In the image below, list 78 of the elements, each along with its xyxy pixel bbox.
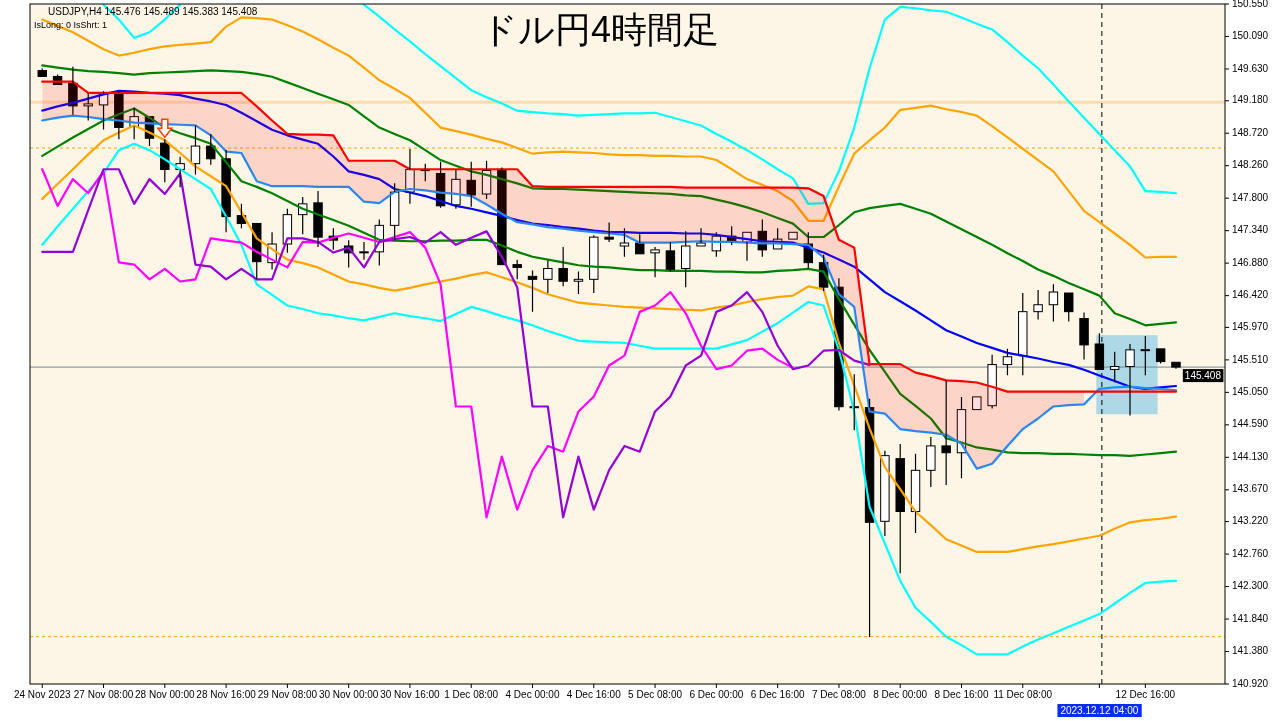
candlestick <box>1018 292 1028 376</box>
candlestick <box>389 182 400 241</box>
y-tick-label: 140.920 <box>1232 677 1269 689</box>
y-tick-label: 145.510 <box>1232 353 1269 365</box>
candlestick <box>1033 289 1043 321</box>
y-tick-label: 142.760 <box>1232 547 1269 559</box>
x-tick-label: 7 Dec 08:00 <box>811 689 867 700</box>
candlestick <box>1048 283 1059 322</box>
x-tick-label: 24 Nov 2023 <box>13 689 72 700</box>
candlestick <box>1140 335 1151 376</box>
chart-title: ドル円4時間足 <box>480 9 720 50</box>
candlestick <box>543 260 553 294</box>
candlestick <box>619 227 630 258</box>
x-tick-label: 8 Dec 00:00 <box>873 689 928 700</box>
candlestick <box>1002 348 1013 376</box>
x-tick-label: 30 Nov 16:00 <box>380 689 441 700</box>
y-tick-label: 145.970 <box>1232 321 1269 333</box>
candlestick <box>527 269 538 313</box>
candlestick <box>573 270 584 295</box>
y-tick-label: 145.050 <box>1232 386 1269 398</box>
ref-line-label: 145.408 <box>1184 370 1222 382</box>
candlestick <box>696 227 706 247</box>
x-tick-label: 30 Nov 00:00 <box>318 689 379 700</box>
candlestick <box>1109 351 1120 383</box>
candlestick <box>558 246 568 287</box>
candlestick <box>604 221 614 243</box>
x-tick-label: 4 Dec 16:00 <box>566 689 622 700</box>
x-tick-label: 11 Dec 08:00 <box>993 689 1053 700</box>
candlestick <box>1079 311 1089 361</box>
x-tick-label: 27 Nov 08:00 <box>73 689 134 700</box>
candlestick <box>451 168 461 210</box>
y-tick-label: 141.380 <box>1232 645 1269 657</box>
candlestick <box>1171 361 1181 370</box>
candlestick <box>788 231 798 240</box>
y-tick-label: 142.300 <box>1232 580 1269 592</box>
candlestick <box>37 68 47 77</box>
x-tick-label: 28 Nov 00:00 <box>135 689 195 700</box>
x-tick-label: 2023.12.12 04:00 <box>1060 705 1139 716</box>
y-tick-label: 150.090 <box>1232 30 1269 42</box>
candlestick <box>926 436 936 488</box>
y-tick-label: 144.590 <box>1232 418 1269 430</box>
x-tick-label: 12 Dec 16:00 <box>1115 689 1176 700</box>
x-tick-label: 5 Dec 08:00 <box>628 689 683 700</box>
candlestick <box>880 450 890 537</box>
candlestick <box>1155 348 1166 365</box>
candlestick <box>190 124 201 176</box>
candlestick <box>681 230 691 288</box>
x-tick-label: 28 Nov 16:00 <box>196 689 257 700</box>
y-tick-label: 148.720 <box>1232 126 1269 138</box>
y-tick-label: 146.880 <box>1232 256 1269 268</box>
candlestick <box>650 246 660 278</box>
y-tick-label: 141.840 <box>1232 612 1269 624</box>
candlestick <box>910 453 921 534</box>
candlestick <box>987 354 997 410</box>
x-tick-label: 6 Dec 16:00 <box>750 689 806 700</box>
x-tick-label: 1 Dec 08:00 <box>444 689 499 700</box>
y-tick-label: 149.180 <box>1232 94 1269 106</box>
candlestick <box>313 190 323 248</box>
candlestick <box>466 161 476 208</box>
y-tick-label: 144.130 <box>1232 450 1269 462</box>
candlestick <box>941 379 951 486</box>
y-tick-label: 143.670 <box>1232 483 1269 495</box>
y-tick-label: 150.550 <box>1232 0 1269 9</box>
x-tick-label: 8 Dec 16:00 <box>934 689 989 700</box>
y-tick-label: 149.630 <box>1232 62 1269 74</box>
y-tick-label: 148.260 <box>1232 159 1269 171</box>
candlestick <box>1125 343 1135 417</box>
y-tick-label: 147.800 <box>1232 191 1269 203</box>
candlestick <box>83 92 93 122</box>
x-tick-label: 4 Dec 00:00 <box>505 689 560 700</box>
candlestick <box>359 241 369 261</box>
y-tick-label: 147.340 <box>1232 224 1269 236</box>
y-tick-label: 146.420 <box>1232 289 1269 301</box>
x-tick-label: 6 Dec 00:00 <box>689 689 744 700</box>
candlestick <box>895 443 905 574</box>
y-tick-label: 143.220 <box>1232 515 1269 527</box>
candlestick <box>972 396 982 411</box>
x-tick-label: 29 Nov 08:00 <box>257 689 318 700</box>
